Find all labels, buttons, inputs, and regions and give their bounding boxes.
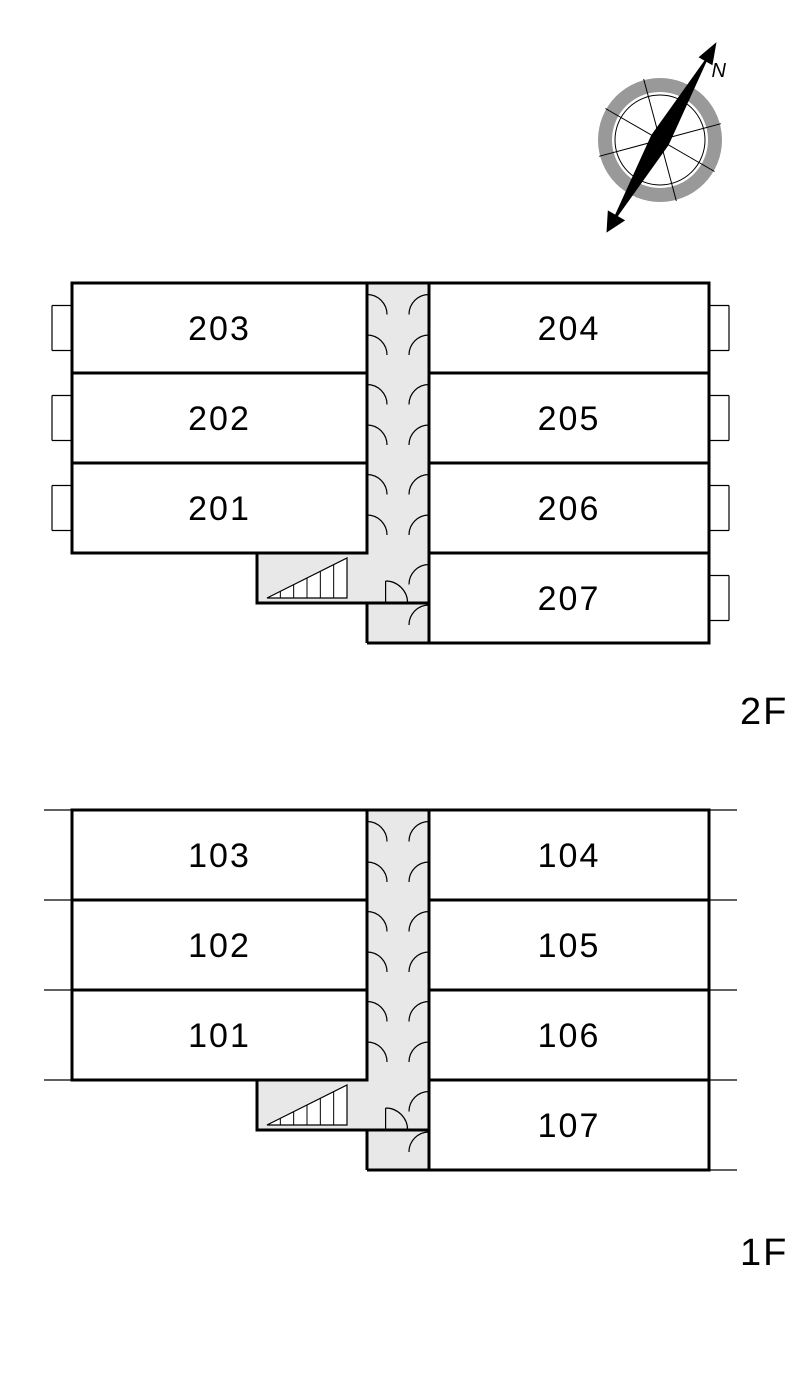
room-label-203: 203 (188, 310, 251, 348)
floor-label-2F: 2F (740, 691, 788, 733)
floor-1F: 103 102 101 104 105 106 107 1F (44, 810, 788, 1274)
floor-2F: 203 202 201 204 205 206 207 2F (52, 283, 788, 733)
room-label-103: 103 (188, 837, 251, 875)
floor-label-1F: 1F (740, 1232, 788, 1274)
room-label-204: 204 (538, 310, 601, 348)
room-label-205: 205 (538, 400, 601, 438)
room-label-202: 202 (188, 400, 251, 438)
room-label-106: 106 (538, 1017, 601, 1055)
compass-icon: N (552, 11, 771, 265)
room-label-207: 207 (538, 580, 601, 618)
room-label-201: 201 (188, 490, 251, 528)
room-label-105: 105 (538, 927, 601, 965)
floorplan-canvas: N2032022012042052062072F1031021011041051… (0, 0, 800, 1381)
room-label-102: 102 (188, 927, 251, 965)
room-label-101: 101 (188, 1017, 251, 1055)
room-label-206: 206 (538, 490, 601, 528)
room-label-107: 107 (538, 1107, 601, 1145)
compass-n-label: N (712, 60, 727, 82)
room-label-104: 104 (538, 837, 601, 875)
